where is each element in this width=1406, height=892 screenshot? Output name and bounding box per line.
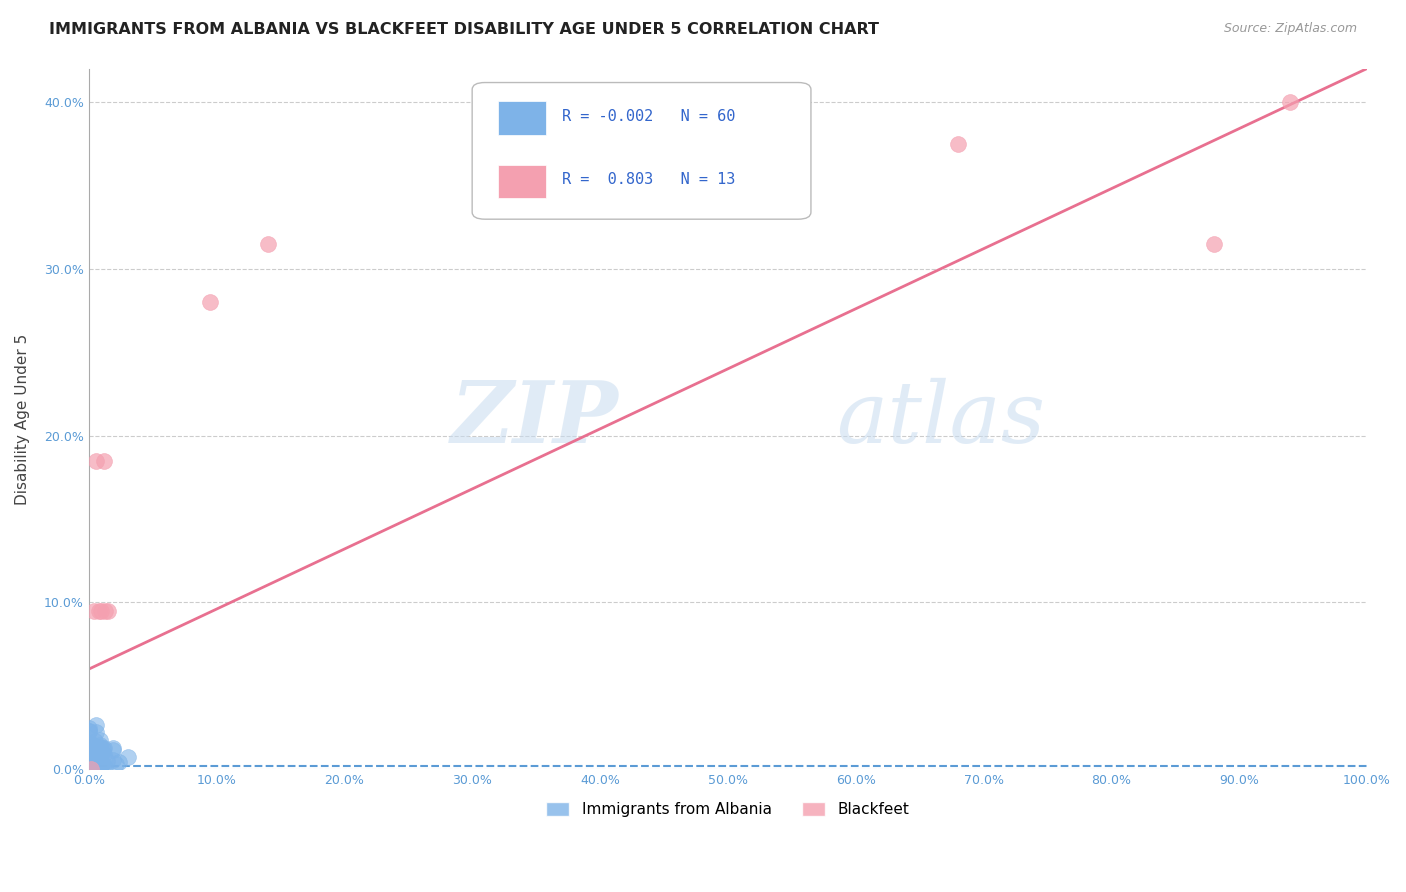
Point: [77, 757, 100, 772]
Point: [256, 236, 278, 251]
Point: [86, 758, 108, 772]
Point: [87, 760, 110, 774]
FancyBboxPatch shape: [498, 102, 547, 135]
Point: [83, 739, 105, 754]
Point: [198, 295, 221, 310]
Point: [97, 604, 120, 618]
Point: [80, 737, 103, 751]
Text: R = -0.002   N = 60: R = -0.002 N = 60: [561, 109, 735, 124]
Point: [84, 747, 107, 762]
Point: [96, 754, 118, 768]
Point: [80, 760, 103, 774]
Point: [94, 760, 117, 774]
Point: [94, 604, 117, 618]
Point: [1279, 95, 1302, 109]
Point: [83, 739, 105, 753]
Point: [90, 760, 112, 774]
Point: [84, 747, 107, 762]
Point: [84, 717, 107, 731]
Point: [83, 762, 105, 776]
Point: [82, 762, 104, 776]
Point: [103, 753, 125, 767]
Point: [79, 760, 101, 774]
Point: [84, 749, 107, 764]
Point: [90, 757, 112, 772]
Point: [84, 750, 107, 764]
Point: [117, 750, 139, 764]
Point: [79, 721, 101, 735]
Text: Source: ZipAtlas.com: Source: ZipAtlas.com: [1223, 22, 1357, 36]
Point: [90, 759, 112, 773]
Point: [84, 725, 107, 739]
Point: [82, 746, 104, 760]
FancyBboxPatch shape: [498, 164, 547, 198]
Point: [86, 742, 108, 756]
Point: [90, 604, 112, 618]
Point: [83, 762, 105, 776]
Point: [83, 754, 105, 768]
Point: [79, 723, 101, 738]
Point: [101, 743, 124, 757]
Point: [84, 734, 107, 748]
Point: [89, 739, 111, 754]
Point: [83, 756, 105, 771]
Point: [93, 747, 115, 761]
Point: [80, 755, 103, 769]
Legend: Immigrants from Albania, Blackfeet: Immigrants from Albania, Blackfeet: [538, 795, 917, 825]
Point: [93, 453, 115, 467]
Text: R =  0.803   N = 13: R = 0.803 N = 13: [561, 172, 735, 187]
Point: [82, 756, 104, 771]
Point: [82, 758, 104, 772]
Point: [84, 754, 107, 768]
Point: [89, 738, 111, 752]
Point: [79, 752, 101, 766]
Point: [83, 757, 105, 772]
FancyBboxPatch shape: [472, 83, 811, 219]
Point: [86, 760, 108, 774]
Point: [77, 724, 100, 739]
Y-axis label: Disability Age Under 5: Disability Age Under 5: [15, 334, 30, 505]
Point: [101, 741, 124, 756]
Point: [84, 754, 107, 768]
Text: ZIP: ZIP: [451, 377, 619, 460]
Point: [82, 744, 104, 758]
Point: [87, 604, 110, 618]
Point: [79, 754, 101, 768]
Point: [91, 755, 114, 769]
Point: [946, 136, 969, 151]
Point: [83, 604, 105, 618]
Point: [80, 740, 103, 755]
Point: [83, 761, 105, 775]
Point: [89, 733, 111, 747]
Text: atlas: atlas: [837, 377, 1046, 460]
Point: [79, 762, 101, 776]
Point: [105, 757, 128, 772]
Point: [90, 745, 112, 759]
Text: IMMIGRANTS FROM ALBANIA VS BLACKFEET DISABILITY AGE UNDER 5 CORRELATION CHART: IMMIGRANTS FROM ALBANIA VS BLACKFEET DIS…: [49, 22, 879, 37]
Point: [82, 755, 104, 769]
Point: [84, 453, 107, 467]
Point: [80, 747, 103, 762]
Point: [108, 755, 131, 769]
Point: [80, 762, 103, 776]
Point: [93, 741, 115, 756]
Point: [87, 752, 110, 766]
Point: [1202, 236, 1225, 251]
Point: [91, 742, 114, 756]
